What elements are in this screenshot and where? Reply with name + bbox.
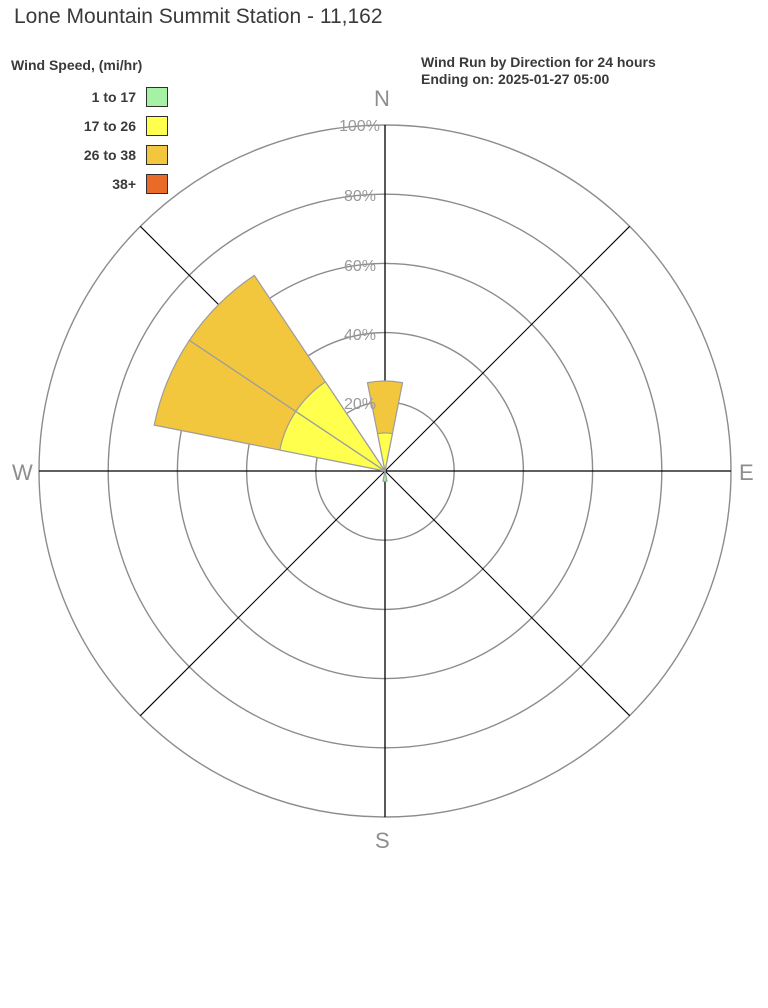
compass-label-east: E [739, 460, 754, 485]
legend-item[interactable]: 17 to 26 [11, 115, 168, 136]
legend-color-swatch [146, 115, 168, 136]
legend-item-label: 17 to 26 [83, 117, 136, 134]
radial-tick-100: 100% [339, 118, 380, 135]
legend-item-label: 38+ [112, 175, 136, 192]
legend-item[interactable]: 1 to 17 [11, 86, 168, 107]
legend-color-swatch [146, 144, 168, 165]
compass-label-north: N [374, 86, 390, 111]
wind-rose-petals [153, 274, 404, 482]
page-title: Lone Mountain Summit Station - 11,162 [14, 5, 383, 28]
wind-rose-petal-nw-17-to-26 [294, 380, 386, 472]
legend-item[interactable]: 26 to 38 [11, 144, 168, 165]
subtitle-line-2: Ending on: 2025-01-27 05:00 [421, 71, 610, 87]
subtitle-line-1: Wind Run by Direction for 24 hours [421, 54, 656, 70]
radial-tick-60: 60% [344, 258, 376, 275]
legend-color-swatch [146, 173, 168, 194]
radial-tick-40: 40% [344, 327, 376, 344]
compass-label-west: W [12, 460, 33, 485]
legend-item-label: 26 to 38 [83, 146, 136, 163]
compass-labels: N E S W [12, 86, 754, 853]
legend-color-swatch [146, 86, 168, 107]
wind-rose-petal-n-26-to-38 [366, 380, 404, 472]
legend-item[interactable]: 38+ [11, 173, 168, 194]
radial-tick-20: 20% [344, 396, 376, 413]
wind-rose-petal-n-17-to-26 [376, 432, 394, 472]
wind-rose-petal-s-1-to-17 [382, 470, 388, 482]
chart-subtitle: Wind Run by Direction for 24 hours Endin… [421, 54, 656, 88]
radial-tick-labels: 20% 40% 60% 80% 100% [339, 118, 380, 413]
legend-heading: Wind Speed, (mi/hr) [11, 57, 143, 73]
radial-tick-80: 80% [344, 188, 376, 205]
legend: 1 to 17 17 to 26 26 to 38 38+ [11, 86, 168, 194]
legend-item-label: 1 to 17 [91, 88, 136, 105]
compass-label-south: S [375, 828, 390, 853]
